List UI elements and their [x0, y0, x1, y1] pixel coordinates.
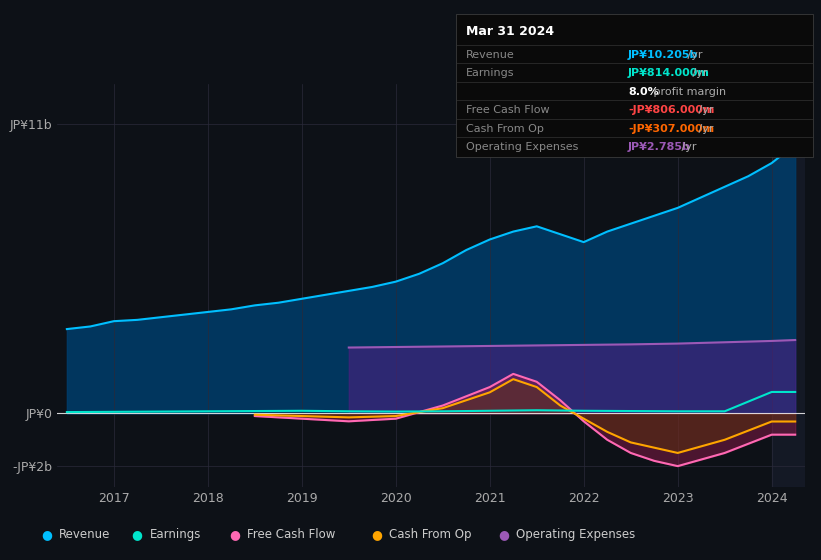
Text: /yr: /yr [678, 142, 697, 152]
Text: /yr: /yr [695, 124, 713, 134]
Text: profit margin: profit margin [650, 87, 727, 97]
Text: JP¥814.000m: JP¥814.000m [628, 68, 710, 78]
Text: Earnings: Earnings [149, 528, 201, 542]
Text: Operating Expenses: Operating Expenses [516, 528, 635, 542]
Text: JP¥10.205b: JP¥10.205b [628, 50, 699, 60]
Text: /yr: /yr [684, 50, 703, 60]
Text: -JP¥307.000m: -JP¥307.000m [628, 124, 714, 134]
Text: ●: ● [498, 528, 509, 542]
Text: Mar 31 2024: Mar 31 2024 [466, 25, 553, 39]
Text: ●: ● [371, 528, 382, 542]
Text: Free Cash Flow: Free Cash Flow [247, 528, 336, 542]
Text: JP¥2.785b: JP¥2.785b [628, 142, 691, 152]
Text: Cash From Op: Cash From Op [389, 528, 471, 542]
Text: Earnings: Earnings [466, 68, 514, 78]
Text: /yr: /yr [695, 105, 713, 115]
Text: 8.0%: 8.0% [628, 87, 658, 97]
Text: /yr: /yr [690, 68, 708, 78]
Text: Free Cash Flow: Free Cash Flow [466, 105, 549, 115]
Text: ●: ● [229, 528, 240, 542]
Text: Revenue: Revenue [466, 50, 514, 60]
Text: Cash From Op: Cash From Op [466, 124, 544, 134]
Text: Operating Expenses: Operating Expenses [466, 142, 578, 152]
Text: ●: ● [131, 528, 142, 542]
Text: ●: ● [41, 528, 52, 542]
Text: Revenue: Revenue [59, 528, 111, 542]
Bar [772, 84, 810, 487]
Text: -JP¥806.000m: -JP¥806.000m [628, 105, 714, 115]
